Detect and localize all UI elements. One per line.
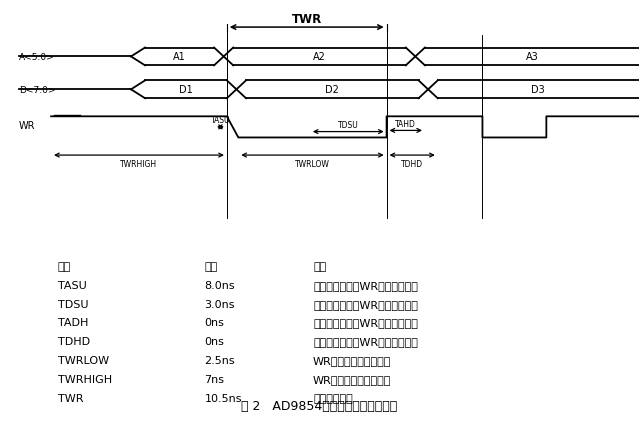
Text: TDHD: TDHD — [401, 160, 423, 169]
Text: 10.5ns: 10.5ns — [204, 393, 242, 403]
Text: 描述: 描述 — [313, 262, 327, 271]
Text: WR信号最小高电平时间: WR信号最小高电平时间 — [313, 374, 392, 384]
Text: 地址持续时间至WR信号终止时间: 地址持续时间至WR信号终止时间 — [313, 318, 418, 328]
Text: TASU: TASU — [58, 280, 86, 290]
Text: WR信号最小低电平时间: WR信号最小低电平时间 — [313, 355, 392, 366]
Text: D1: D1 — [179, 85, 193, 95]
Text: TADH: TADH — [58, 318, 88, 328]
Text: 地址建立时间至WR信号激活时间: 地址建立时间至WR信号激活时间 — [313, 280, 418, 290]
Text: 0ns: 0ns — [204, 318, 224, 328]
Text: 数据建立时间至WR信号激活时间: 数据建立时间至WR信号激活时间 — [313, 299, 418, 309]
Text: 0ns: 0ns — [204, 337, 224, 346]
Text: 8.0ns: 8.0ns — [204, 280, 235, 290]
Text: 数据持续时间至WR信号终止时间: 数据持续时间至WR信号终止时间 — [313, 337, 418, 346]
Text: 2.5ns: 2.5ns — [204, 355, 235, 366]
Text: TWR: TWR — [291, 13, 322, 26]
Text: A<5.0>: A<5.0> — [19, 53, 55, 62]
Text: WR: WR — [19, 120, 36, 130]
Text: 最小写入时间: 最小写入时间 — [313, 393, 353, 403]
Text: TWRHIGH: TWRHIGH — [120, 160, 158, 169]
Text: TDSU: TDSU — [58, 299, 88, 309]
Text: A2: A2 — [313, 52, 326, 62]
Text: A1: A1 — [173, 52, 186, 62]
Text: TAHD: TAHD — [396, 119, 416, 128]
Text: TDSU: TDSU — [338, 121, 358, 130]
Text: 3.0ns: 3.0ns — [204, 299, 235, 309]
Text: A3: A3 — [526, 52, 538, 62]
Text: TWRLOW: TWRLOW — [295, 160, 330, 169]
Text: D<7.0>: D<7.0> — [19, 86, 56, 95]
Text: D3: D3 — [532, 85, 545, 95]
Text: TWR: TWR — [58, 393, 83, 403]
Text: TDHD: TDHD — [58, 337, 89, 346]
Text: 数值: 数值 — [204, 262, 218, 271]
Text: 名称: 名称 — [58, 262, 71, 271]
Text: 7ns: 7ns — [204, 374, 224, 384]
Text: 图 2   AD9854并行端口写操作时序图: 图 2 AD9854并行端口写操作时序图 — [242, 399, 397, 412]
Text: TWRHIGH: TWRHIGH — [58, 374, 112, 384]
Text: D2: D2 — [325, 85, 339, 95]
Text: TWRLOW: TWRLOW — [58, 355, 109, 366]
Text: TASU: TASU — [211, 116, 230, 125]
